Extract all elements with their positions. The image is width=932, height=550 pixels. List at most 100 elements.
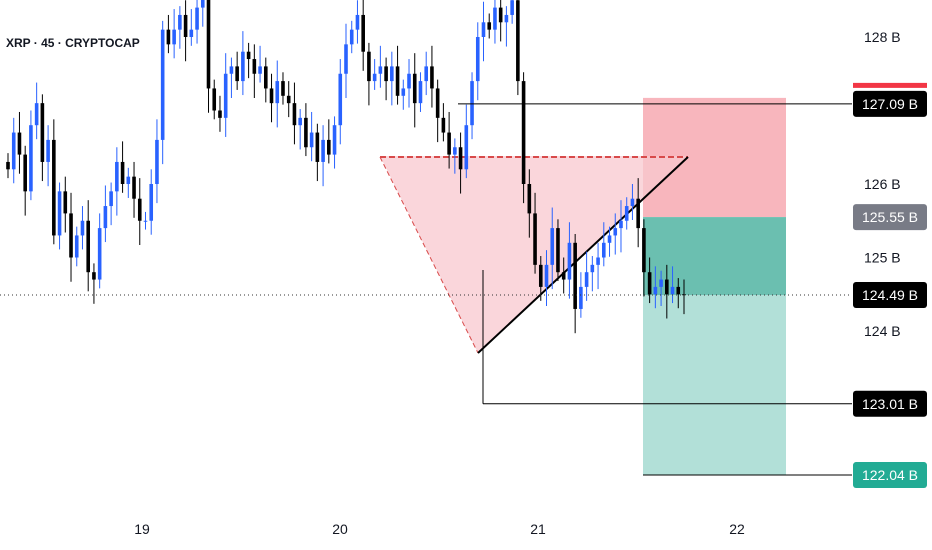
candle-body — [178, 14, 182, 30]
candle-body — [74, 235, 79, 258]
chart-title: XRP · 45 · CRYPTOCAP — [6, 36, 140, 50]
candle-body — [212, 88, 217, 111]
candle-body — [447, 132, 451, 155]
candle-body — [344, 44, 348, 74]
candle-body — [103, 206, 108, 229]
candle-body — [533, 213, 537, 265]
price-badge — [853, 390, 927, 417]
candle-body — [584, 272, 589, 287]
price-badge — [853, 90, 927, 117]
candle-body — [619, 220, 623, 229]
candle-body — [57, 191, 62, 236]
candle-body — [458, 147, 463, 170]
candle-body — [149, 184, 154, 221]
candle-body — [92, 272, 96, 280]
candle-body — [223, 73, 228, 118]
candle-body — [160, 29, 165, 140]
candle-body — [418, 81, 423, 104]
candle-body — [613, 228, 618, 236]
candle-body — [206, 0, 211, 89]
stop-marker — [853, 82, 927, 88]
price-badge-label: 124.49 B — [862, 287, 918, 303]
candle-body — [269, 88, 274, 104]
candle-body — [384, 66, 388, 82]
candle-body — [372, 73, 377, 82]
candle-body — [498, 7, 503, 23]
candle-body — [430, 66, 434, 89]
candle-body — [470, 81, 474, 126]
profit-zone — [643, 294, 786, 476]
candle-body — [80, 220, 85, 236]
candle-body — [120, 161, 125, 184]
candle-body — [132, 176, 136, 199]
candle-body — [23, 154, 27, 192]
candle-body — [395, 66, 400, 96]
candle-body — [263, 66, 268, 89]
candle-body — [40, 103, 45, 162]
candle-body — [596, 257, 600, 265]
candle-body — [304, 117, 308, 148]
candle-body — [143, 220, 148, 222]
candle-body — [281, 81, 285, 96]
candle-body — [516, 0, 520, 82]
candle-body — [424, 66, 429, 82]
candle-body — [676, 286, 681, 295]
candle-body — [475, 37, 480, 82]
candle-body — [573, 242, 577, 309]
candle-body — [338, 73, 343, 126]
candle-body — [298, 117, 302, 126]
price-badge — [853, 204, 927, 231]
candle-body — [624, 206, 629, 221]
triangle-support-line — [477, 156, 689, 354]
price-badge-label: 123.01 B — [862, 396, 918, 412]
candle-body — [137, 198, 142, 221]
candle-body — [189, 29, 194, 37]
candle-body — [642, 228, 646, 273]
candle-body — [556, 228, 560, 273]
candle-body — [309, 132, 314, 148]
candle-body — [34, 103, 39, 126]
candle-body — [630, 198, 635, 207]
candle-body — [510, 0, 514, 15]
candle-body — [11, 132, 16, 170]
candle-body — [390, 66, 394, 82]
price-badge-label: 125.55 B — [862, 209, 918, 225]
candle-body — [441, 117, 446, 133]
candle-body — [218, 110, 222, 118]
candle-body — [155, 139, 159, 184]
candle-body — [636, 198, 640, 229]
profit-zone-filled — [643, 217, 786, 295]
candle-body — [647, 272, 652, 295]
candle-body — [126, 176, 131, 184]
y-tick-label: 128 B — [864, 29, 901, 45]
candle-body — [521, 81, 526, 184]
candle-body — [195, 7, 199, 30]
candle-body — [487, 22, 492, 30]
candle-body — [659, 279, 663, 287]
candle-body — [275, 81, 280, 104]
candle-body — [315, 132, 320, 162]
candle-body — [550, 228, 555, 265]
y-tick-label: 125 B — [864, 250, 901, 266]
candle-body — [332, 125, 337, 155]
candle-body — [401, 88, 406, 96]
y-tick-label: 126 B — [864, 176, 901, 192]
candle-body — [246, 51, 251, 60]
candle-body — [241, 51, 245, 82]
y-tick-label: 124 B — [864, 323, 901, 339]
candle-body — [412, 73, 417, 104]
x-tick-label: 21 — [530, 521, 546, 537]
candle-body — [52, 139, 56, 236]
candle-body — [527, 184, 532, 214]
candle-body — [378, 66, 383, 74]
candle-body — [86, 220, 91, 273]
candle-body — [235, 66, 239, 82]
candle-body — [544, 264, 549, 287]
candle-body — [665, 279, 669, 295]
candle-body — [46, 139, 50, 162]
candle-body — [504, 14, 509, 23]
candle-body — [407, 73, 411, 89]
price-badge-label: 127.09 B — [862, 96, 918, 112]
x-tick-label: 19 — [134, 521, 150, 537]
